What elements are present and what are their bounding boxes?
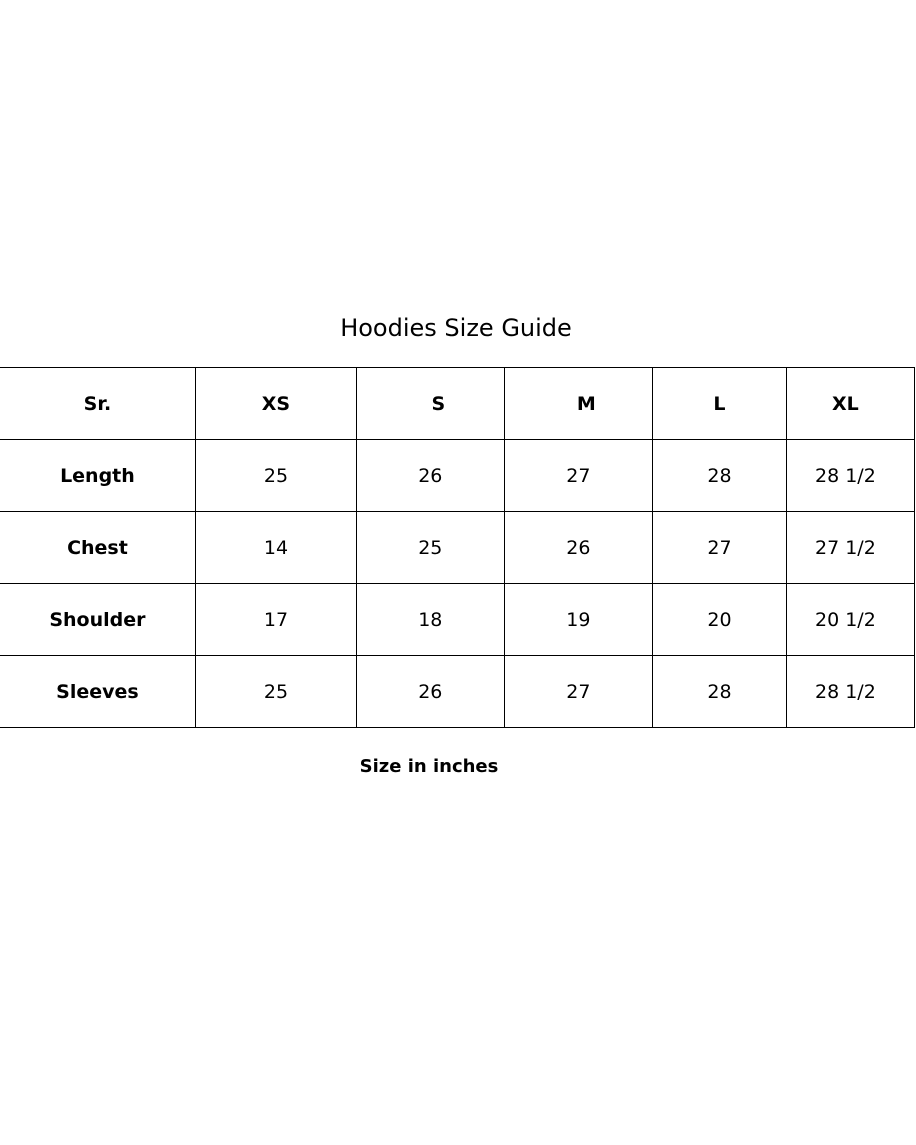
header-cell: XS [194,367,358,440]
table-cell: 26 [356,439,505,512]
table-cell: 18 [356,583,505,656]
header-cell: M [503,367,654,440]
units-note: Size in inches [359,756,499,777]
table-cell: 20 [652,583,787,656]
table-row: Length 25 26 27 28 28 1/2 [0,439,916,512]
table-cell: 20 1/2 [785,583,916,656]
page-title: Hoodies Size Guide [0,314,916,342]
header-cell: S [356,367,505,440]
table-row: Sleeves 25 26 27 28 28 1/2 [0,655,916,728]
row-label: Shoulder [0,583,196,656]
table-row: Shoulder 17 18 19 20 20 1/2 [0,583,916,656]
table-cell: 26 [503,511,654,584]
row-label: Length [0,439,196,512]
table-cell: 28 [652,439,787,512]
size-table: Sr. XS S M L XL Length 25 26 27 28 28 1/… [0,367,916,728]
table-cell: 28 1/2 [785,439,916,512]
table-cell: 17 [194,583,358,656]
table-cell: 27 [503,439,654,512]
table-cell: 28 [652,655,787,728]
title-text: Hoodies Size Guide [340,314,572,342]
header-cell: XL [785,367,916,440]
table-cell: 27 [503,655,654,728]
header-cell: L [652,367,787,440]
table-cell: 26 [356,655,505,728]
table-row: Chest 14 25 26 27 27 1/2 [0,511,916,584]
table-cell: 25 [194,655,358,728]
table-cell: 28 1/2 [785,655,916,728]
table-cell: 14 [194,511,358,584]
row-label: Chest [0,511,196,584]
table-cell: 25 [194,439,358,512]
row-label: Sleeves [0,655,196,728]
table-header-row: Sr. XS S M L XL [0,367,916,440]
table-cell: 27 1/2 [785,511,916,584]
table-cell: 27 [652,511,787,584]
table-cell: 25 [356,511,505,584]
header-cell: Sr. [0,367,196,440]
table-cell: 19 [503,583,654,656]
